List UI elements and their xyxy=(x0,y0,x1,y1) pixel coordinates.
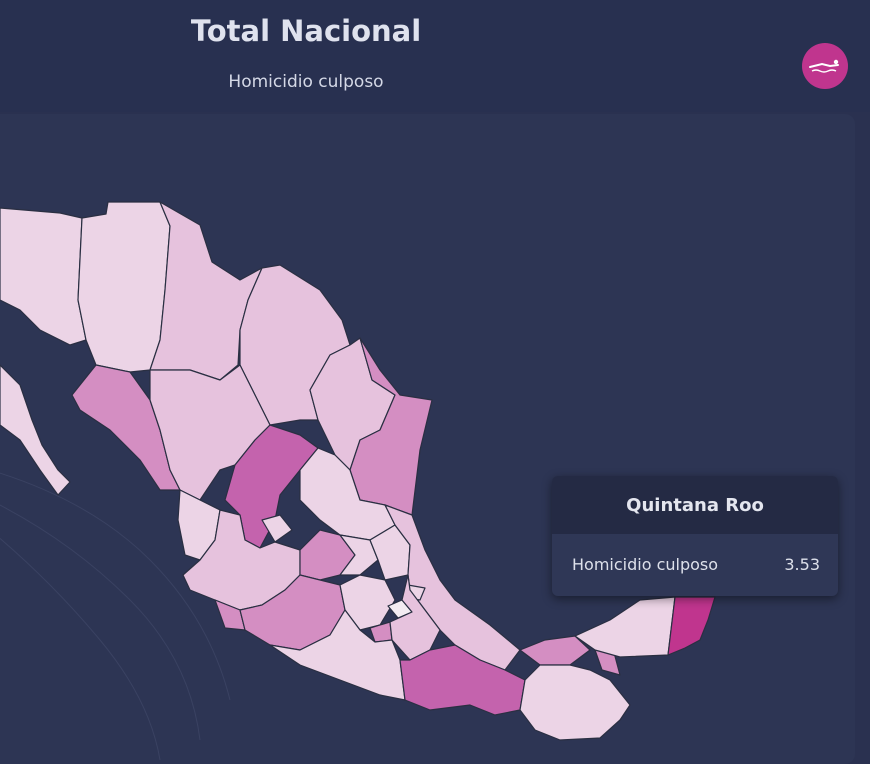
state-guerrero[interactable] xyxy=(269,609,406,701)
state-tooltip: Quintana Roo Homicidio culposo 3.53 xyxy=(552,476,838,596)
map-panel xyxy=(0,114,855,764)
state-yucatan[interactable] xyxy=(574,596,676,658)
swimmer-logo-icon xyxy=(809,59,839,73)
state-chiapas[interactable] xyxy=(519,664,631,741)
logo-button[interactable] xyxy=(802,43,848,89)
header-bar: Total Nacional Homicidio culposo xyxy=(0,0,870,112)
state-chihuahua[interactable] xyxy=(149,201,263,381)
state-baja-california-sur[interactable] xyxy=(0,364,71,496)
page-subtitle: Homicidio culposo xyxy=(228,72,384,92)
page-title: Total Nacional xyxy=(190,14,422,48)
tooltip-state-name: Quintana Roo xyxy=(552,476,838,534)
mexico-choropleth-map xyxy=(0,201,716,761)
state-sinaloa[interactable] xyxy=(71,364,181,491)
state-baja-california[interactable] xyxy=(0,207,87,346)
state-aguascalientes[interactable] xyxy=(261,514,293,543)
tooltip-metric-value: 3.53 xyxy=(784,554,820,574)
state-quintana-roo[interactable] xyxy=(667,596,716,656)
state-sonora[interactable] xyxy=(77,201,171,373)
state-tabasco[interactable] xyxy=(519,635,591,666)
tooltip-metric-label: Homicidio culposo xyxy=(572,554,719,574)
tooltip-metric-row: Homicidio culposo 3.53 xyxy=(552,534,838,594)
